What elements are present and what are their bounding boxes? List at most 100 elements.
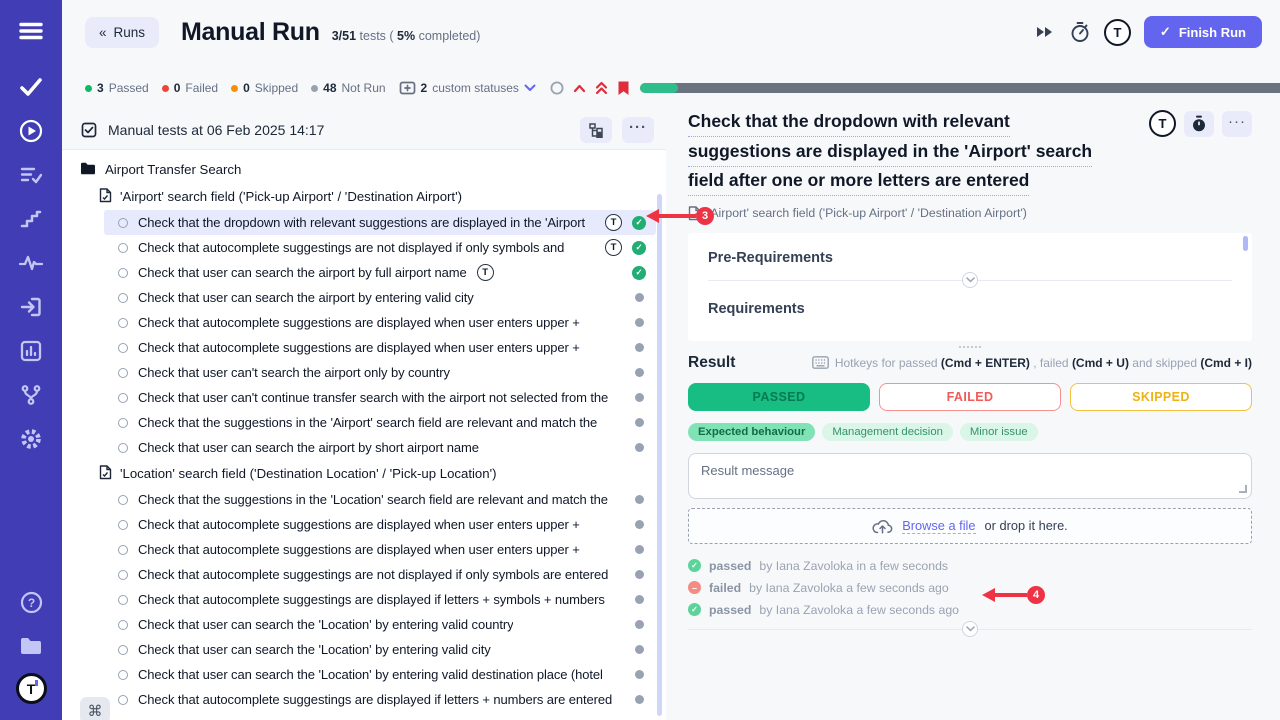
passed-button[interactable]: PASSED	[688, 382, 870, 411]
tree-more-button[interactable]: ···	[622, 117, 654, 143]
chevrons-up-icon[interactable]	[595, 81, 608, 95]
test-row[interactable]: Check that user can search the airport b…	[104, 260, 656, 285]
help-icon[interactable]: ?	[18, 589, 44, 615]
branch-icon[interactable]	[18, 382, 44, 408]
steps-icon[interactable]	[18, 206, 44, 232]
test-circle-icon[interactable]	[118, 392, 128, 403]
test-circle-icon[interactable]	[118, 619, 128, 630]
test-circle-icon[interactable]	[118, 494, 128, 505]
test-circle-icon[interactable]	[118, 217, 128, 228]
test-row[interactable]: Check that autocomplete suggestings are …	[104, 562, 656, 587]
folder-row[interactable]: Airport Transfer Search	[62, 156, 666, 183]
test-title-label: Check that autocomplete suggestings are …	[138, 567, 609, 582]
result-tag[interactable]: Expected behaviour	[688, 422, 816, 441]
test-title[interactable]: Check that the dropdown with relevant sug…	[688, 108, 1252, 197]
browse-file-link[interactable]: Browse a file	[902, 517, 976, 534]
file-dropzone[interactable]: Browse a file or drop it here.	[688, 507, 1252, 544]
test-title-label: Check that autocomplete suggestions are …	[138, 340, 580, 355]
library-folder-icon[interactable]	[18, 633, 44, 659]
pulse-icon[interactable]	[18, 250, 44, 276]
finish-run-button[interactable]: ✓ Finish Run	[1143, 16, 1262, 48]
test-circle-icon[interactable]	[118, 544, 128, 555]
app-logo-icon[interactable]: T	[1103, 18, 1131, 46]
test-row[interactable]: Check that user can't continue transfer …	[104, 385, 656, 410]
test-title-line: suggestions are displayed in the 'Airpor…	[688, 138, 1093, 167]
test-row[interactable]: Check that autocomplete suggestions are …	[104, 512, 656, 537]
notrun-status-icon	[635, 670, 644, 679]
settings-gear-icon[interactable]	[18, 426, 44, 452]
list-check-icon[interactable]	[18, 162, 44, 188]
test-circle-icon[interactable]	[118, 694, 128, 705]
suite-row[interactable]: 'Location' search field ('Destination Lo…	[62, 460, 666, 487]
test-row[interactable]: Check that autocomplete suggestings are …	[104, 235, 656, 260]
cmd-shortcut-badge[interactable]: ⌘	[80, 697, 110, 720]
import-icon[interactable]	[18, 294, 44, 320]
card-scrollbar[interactable]	[1243, 235, 1248, 251]
test-circle-icon[interactable]	[118, 242, 128, 253]
file-icon	[99, 187, 112, 206]
test-circle-icon[interactable]	[118, 669, 128, 680]
test-circle-icon[interactable]	[118, 569, 128, 580]
status-dot-icon	[231, 84, 239, 92]
suite-breadcrumb[interactable]: 'Airport' search field ('Pick-up Airport…	[688, 205, 1252, 221]
test-circle-icon[interactable]	[118, 417, 128, 428]
test-row[interactable]: Check that autocomplete suggestions are …	[104, 335, 656, 360]
runs-icon[interactable]	[18, 118, 44, 144]
timer-icon[interactable]	[1069, 21, 1091, 43]
test-circle-icon[interactable]	[118, 342, 128, 353]
test-circle-icon[interactable]	[118, 367, 128, 378]
test-row[interactable]: Check that autocomplete suggestings are …	[104, 587, 656, 612]
result-tag[interactable]: Minor issue	[959, 422, 1038, 441]
skipped-button[interactable]: SKIPPED	[1070, 382, 1252, 411]
collapse-chevron-icon[interactable]	[962, 271, 978, 288]
result-message-input[interactable]	[688, 452, 1252, 499]
suite-row[interactable]: 'Airport' search field ('Pick-up Airport…	[62, 183, 666, 210]
test-row[interactable]: Check that the suggestions in the 'Locat…	[104, 487, 656, 512]
test-circle-icon[interactable]	[118, 292, 128, 303]
automation-t-icon: T	[476, 264, 494, 281]
bookmark-icon[interactable]	[617, 80, 630, 96]
test-circle-icon[interactable]	[118, 267, 128, 278]
automation-t-icon[interactable]: T	[1149, 110, 1176, 137]
test-row[interactable]: Check that user can search the 'Location…	[104, 612, 656, 637]
test-row[interactable]: Check that autocomplete suggestions are …	[104, 537, 656, 562]
resize-handle[interactable]	[688, 342, 1252, 352]
test-title-label: Check that user can search the 'Location…	[138, 667, 603, 682]
passed-status-icon	[632, 215, 646, 230]
tree-view-toggle-button[interactable]	[580, 117, 612, 143]
test-row[interactable]: Check that autocomplete suggestions are …	[104, 310, 656, 335]
test-circle-icon[interactable]	[118, 442, 128, 453]
back-to-runs-button[interactable]: «Runs	[85, 16, 160, 48]
test-circle-icon[interactable]	[118, 317, 128, 328]
check-icon[interactable]	[18, 74, 44, 100]
textarea-resize-icon[interactable]	[1239, 484, 1247, 493]
history-collapse-chevron-icon[interactable]	[962, 620, 978, 637]
annotation-arrow-4: 4	[982, 586, 1045, 604]
test-row[interactable]: Check that user can search the 'Location…	[104, 662, 656, 687]
failed-button[interactable]: FAILED	[879, 382, 1061, 411]
result-tag[interactable]: Management decision	[822, 422, 953, 441]
test-circle-icon[interactable]	[118, 644, 128, 655]
notrun-status-icon	[635, 318, 644, 327]
fast-forward-icon[interactable]	[1034, 21, 1056, 43]
workspace-logo[interactable]: T	[15, 673, 47, 704]
timer-button[interactable]	[1184, 110, 1214, 137]
tree-scrollbar[interactable]	[657, 194, 662, 716]
test-row[interactable]: Check that user can search the airport b…	[104, 435, 656, 460]
test-row[interactable]: Check that user can search the airport b…	[104, 285, 656, 310]
status-label: Failed	[185, 81, 219, 95]
test-circle-icon[interactable]	[118, 519, 128, 530]
svg-text:?: ?	[27, 596, 34, 610]
menu-icon[interactable]	[18, 18, 44, 44]
chevron-up-icon[interactable]	[573, 84, 586, 93]
report-icon[interactable]	[18, 338, 44, 364]
test-row[interactable]: Check that autocomplete suggestings are …	[104, 687, 656, 712]
custom-statuses[interactable]: 2 custom statuses	[399, 80, 536, 97]
test-row[interactable]: Check that user can search the 'Location…	[104, 637, 656, 662]
test-row[interactable]: Check that the dropdown with relevant su…	[104, 210, 656, 235]
test-row[interactable]: Check that user can't search the airport…	[104, 360, 656, 385]
test-circle-icon[interactable]	[118, 594, 128, 605]
test-row[interactable]: Check that the suggestions in the 'Airpo…	[104, 410, 656, 435]
detail-more-button[interactable]: ···	[1222, 110, 1252, 137]
circle-filter-icon[interactable]	[550, 81, 564, 95]
